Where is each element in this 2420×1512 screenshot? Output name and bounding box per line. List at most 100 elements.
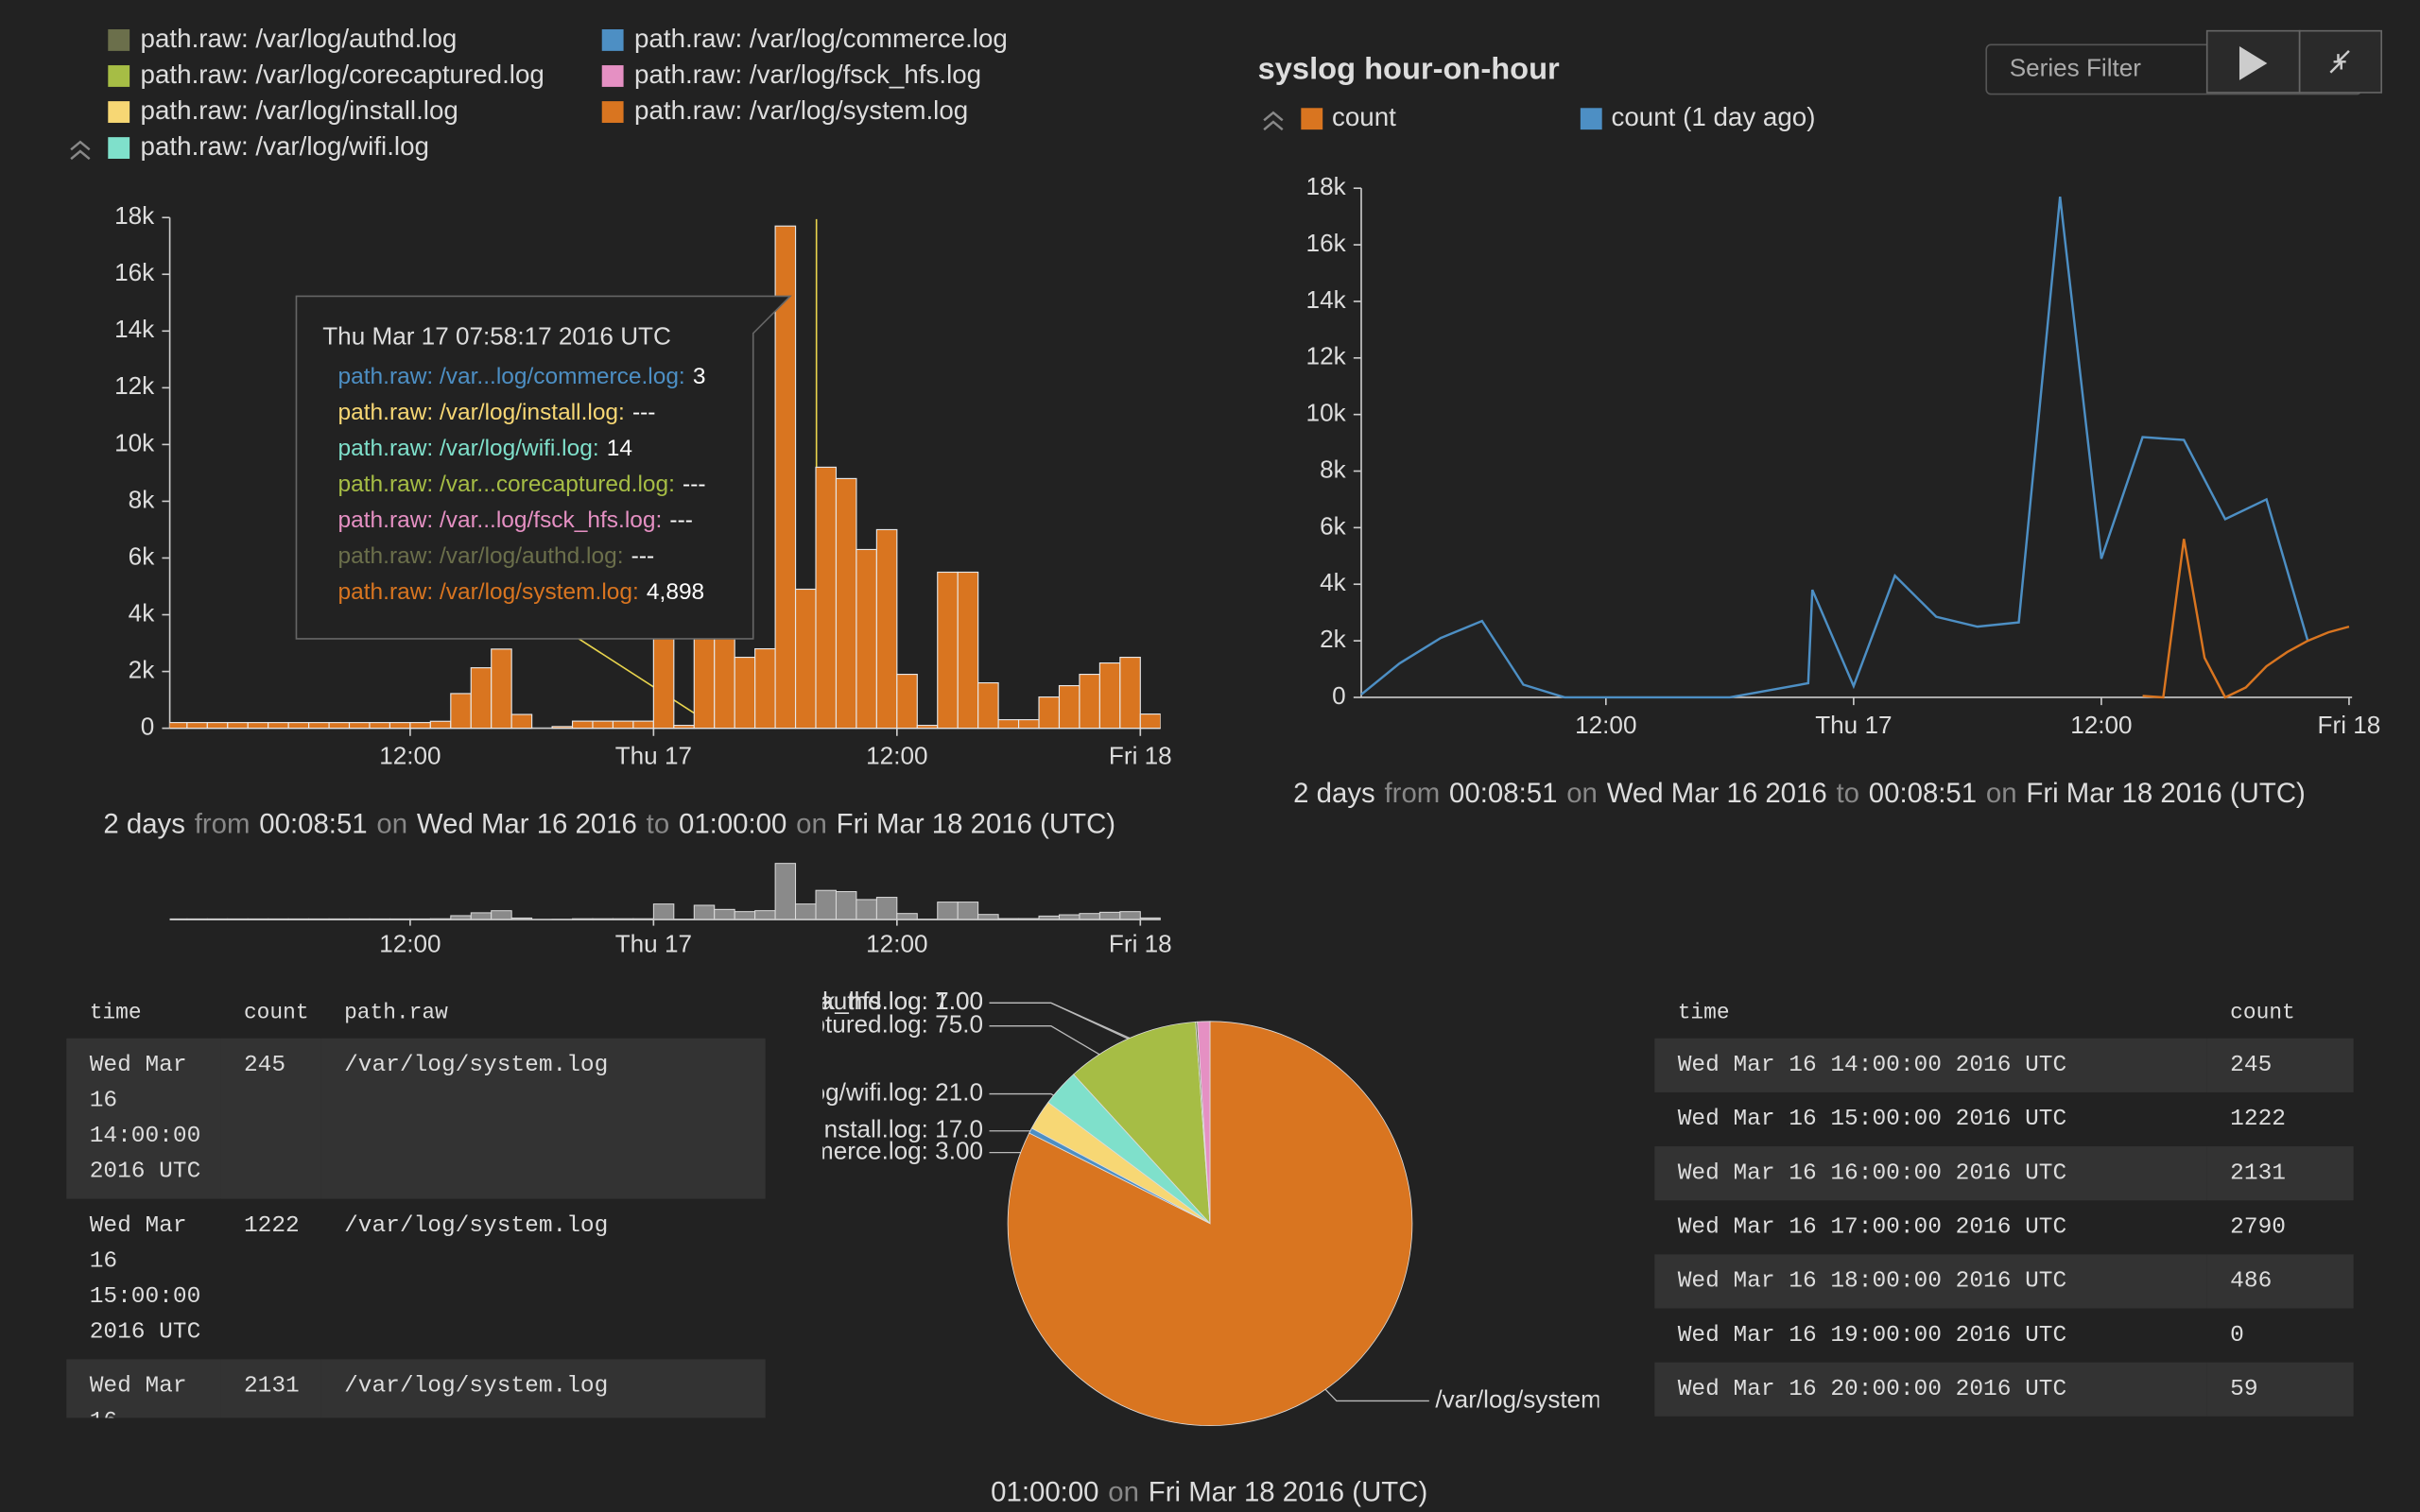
bar xyxy=(977,682,999,730)
legend-swatch[interactable] xyxy=(108,65,130,87)
table-cell: 2131 xyxy=(2206,1146,2354,1201)
legend-swatch[interactable] xyxy=(108,29,130,51)
bar xyxy=(348,722,371,730)
x-tick-label: 12:00 xyxy=(866,742,927,770)
table-cell: /var/log/system.log xyxy=(344,1212,609,1240)
bar xyxy=(957,571,979,730)
column-header: count xyxy=(243,1001,309,1026)
y-tick-label: 6k xyxy=(1320,511,1347,540)
bar xyxy=(612,720,634,730)
tooltip-item: path.raw: /var/log/system.log: 4,898 xyxy=(338,580,705,606)
tooltip: Thu Mar 17 07:58:17 2016 UTC path.raw: /v… xyxy=(295,295,792,640)
range-text-part: 00:08:51 xyxy=(1869,778,1977,809)
bars xyxy=(169,225,1161,730)
table-row: Wed Mar 16 14:00:00 2016 UTC 245/var/log/… xyxy=(66,1038,766,1199)
range-text-part: 01:00:00 xyxy=(679,808,786,839)
range-text-part: 01:00:00 xyxy=(991,1476,1098,1507)
table-cell: 59 xyxy=(2206,1362,2354,1417)
table: time count path.raw Wed Mar 16 14:00:00 201… xyxy=(66,995,766,1418)
legend-swatch[interactable] xyxy=(601,65,624,87)
pie-label: /var/log/corecaptured.log: 75.0 xyxy=(649,1010,983,1039)
bar xyxy=(169,722,188,730)
x-tick-label: Fri 18 xyxy=(1109,742,1172,770)
collapse-legend-icon[interactable] xyxy=(70,140,91,161)
bar xyxy=(450,693,472,730)
tooltip-item-label: path.raw: /var/log/authd.log: xyxy=(338,544,624,570)
table-left: time count path.raw Wed Mar 16 14:00:00 201… xyxy=(66,995,766,1418)
range-text-part: on xyxy=(1986,778,2017,809)
pie-slice xyxy=(1197,1021,1211,1224)
table-cell: Wed Mar 16 19:00:00 2016 UTC xyxy=(1677,1322,2067,1349)
bar xyxy=(227,722,249,730)
tooltip-item-value: --- xyxy=(631,544,654,570)
overview-bar xyxy=(815,889,837,920)
overview-bar xyxy=(491,910,512,920)
range-text: 2 days from 00:08:51 on Wed Mar 16 2016 to 00:… xyxy=(1293,778,2306,809)
tooltip-item-value: --- xyxy=(683,472,705,498)
legend-swatch[interactable] xyxy=(108,101,130,123)
y-tick-label: 18k xyxy=(114,201,155,230)
range-text-part: 00:08:51 xyxy=(1449,778,1557,809)
bar xyxy=(592,720,614,730)
range-text-part: to xyxy=(1836,778,1859,809)
legend-swatch[interactable] xyxy=(1580,108,1602,130)
y-tick-label: 18k xyxy=(1306,172,1347,200)
legend-swatch[interactable] xyxy=(601,29,624,51)
bar xyxy=(247,722,269,730)
legend-swatch[interactable] xyxy=(1301,108,1323,130)
x-tick-label: 12:00 xyxy=(1575,711,1636,739)
overview-bar xyxy=(652,903,675,920)
tooltip-item-value: --- xyxy=(632,401,655,426)
y-tick-label: 10k xyxy=(114,428,155,456)
collapse-legend-icon[interactable] xyxy=(1263,111,1284,131)
range-text-part: Fri Mar 18 2016 (UTC) xyxy=(2026,778,2305,809)
legend-label[interactable]: path.raw: /var/log/corecaptured.log xyxy=(141,60,544,89)
pie-label: /var/log/commerce.log: 3.00 xyxy=(679,1136,983,1164)
bar xyxy=(815,466,838,730)
legend-label[interactable]: path.raw: /var/log/system.log xyxy=(634,95,968,125)
column-header: time xyxy=(1677,1001,1730,1026)
table-cell: 245 xyxy=(220,1038,321,1199)
bar xyxy=(714,636,735,730)
tooltip-item-label: path.raw: /var...log/commerce.log: xyxy=(338,364,685,389)
overview-bar xyxy=(693,904,716,920)
legend-label[interactable]: count (1 day ago) xyxy=(1611,102,1815,131)
legend-label[interactable]: count xyxy=(1332,102,1396,131)
x-tick-label: Fri 18 xyxy=(2318,711,2381,739)
bar xyxy=(551,726,574,730)
overview-x-tick-label: 12:00 xyxy=(866,930,927,958)
y-tick-label: 6k xyxy=(129,541,156,570)
table-cell: Wed Mar 16 14:00:00 2016 UTC xyxy=(1654,1038,2207,1092)
range-text: 01:00:00 on Fri Mar 18 2016 (UTC) xyxy=(991,1476,1427,1507)
overview-bar xyxy=(1079,913,1100,920)
table-cell: Wed Mar 16 16:00:00 2016 UTC xyxy=(66,1359,221,1418)
bar xyxy=(632,720,654,730)
range-text-part: Fri Mar 18 2016 (UTC) xyxy=(837,808,1115,839)
legend-swatch[interactable] xyxy=(601,101,624,123)
bar xyxy=(896,673,918,730)
legend-label[interactable]: path.raw: /var/log/commerce.log xyxy=(634,24,1008,53)
range-text-part: 2 days xyxy=(103,808,185,839)
legend-label[interactable]: path.raw: /var/log/fsck_hfs.log xyxy=(634,60,981,89)
range-text-part: on xyxy=(376,808,407,839)
legend-label[interactable]: path.raw: /var/log/wifi.log xyxy=(141,131,429,161)
pie-label: /var/log/wifi.log: 21.0 xyxy=(758,1077,983,1106)
tooltip-item: path.raw: /var/log/wifi.log: 14 xyxy=(338,437,632,462)
range-text-part: 2 days xyxy=(1293,778,1375,809)
legend-label[interactable]: path.raw: /var/log/authd.log xyxy=(141,24,458,53)
bar xyxy=(429,720,452,730)
header-row: time count path.raw xyxy=(66,995,766,1039)
pie-label: /var/log/system.log xyxy=(1435,1384,1641,1413)
overview-x-tick-label: Thu 17 xyxy=(615,930,692,958)
overview-bar xyxy=(896,913,918,920)
y-tick-label: 0 xyxy=(1332,681,1346,710)
y-tick-label: 12k xyxy=(1306,342,1347,370)
tooltip-item-label: path.raw: /var...corecaptured.log: xyxy=(338,472,675,498)
range-text: 2 days from 00:08:51 on Wed Mar 16 2016 to 01:… xyxy=(103,808,1115,839)
overview-bar xyxy=(875,897,898,920)
legend-swatch[interactable] xyxy=(108,137,130,160)
collapse-icon xyxy=(2329,50,2350,74)
legend-label[interactable]: path.raw: /var/log/install.log xyxy=(141,95,458,125)
overview-bar xyxy=(470,912,493,920)
